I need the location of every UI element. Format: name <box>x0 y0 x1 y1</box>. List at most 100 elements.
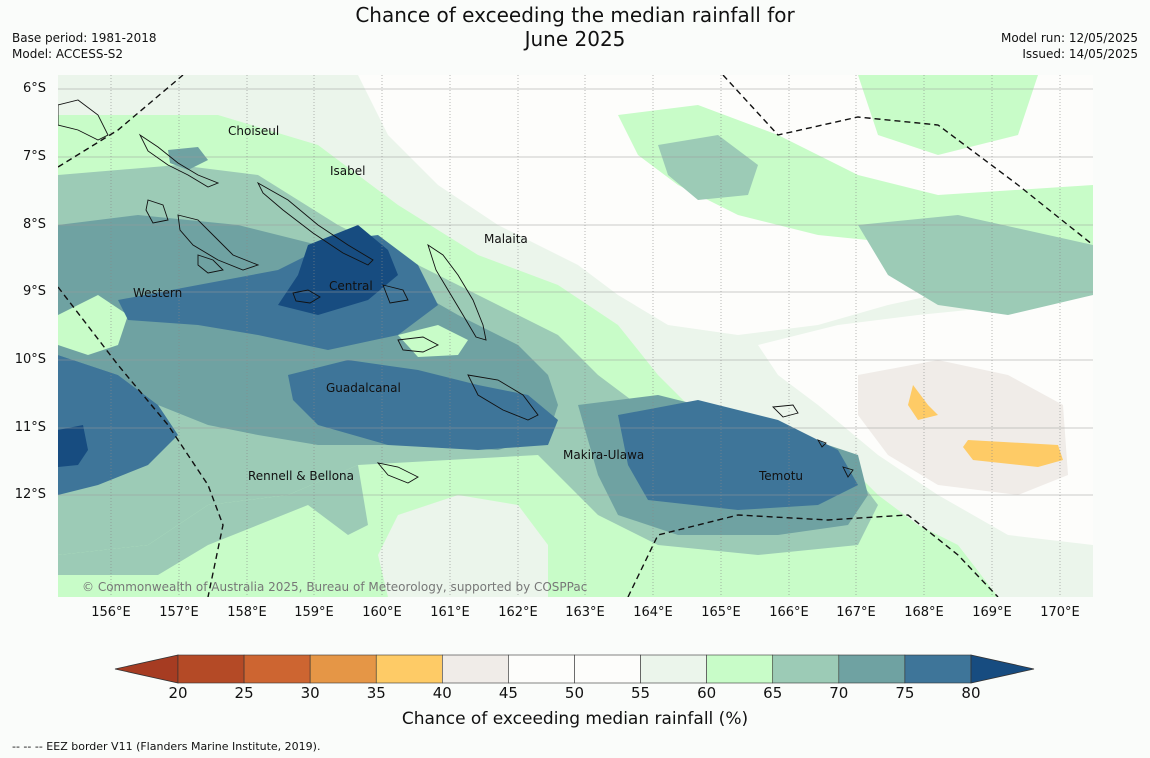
zone-65-east <box>858 215 1093 315</box>
lon-label-160e: 160°E <box>362 605 402 620</box>
colorbar-cell <box>640 654 707 684</box>
colorbar-cell <box>508 654 575 684</box>
region-label-malaita: Malaita <box>484 232 528 246</box>
lon-label-156e: 156°E <box>91 605 131 620</box>
island-western-1 <box>145 199 169 224</box>
colorbar-title: Chance of exceeding median rainfall (%) <box>401 709 749 729</box>
colorbar-tick-label: 20 <box>168 684 188 702</box>
island-temotu-2 <box>842 466 854 478</box>
colorbar-tick-label: 45 <box>498 684 518 702</box>
lat-label-9s: 9°S <box>22 284 46 299</box>
island-rennell <box>376 462 419 484</box>
region-label-temotu: Temotu <box>759 469 804 483</box>
colorbar-tick-label: 75 <box>895 684 915 702</box>
island-temotu-3 <box>816 439 827 448</box>
base-period: Base period: 1981-2018 <box>12 31 157 45</box>
colorbar-cell <box>243 654 311 684</box>
colorbar-tick-label: 80 <box>961 684 981 702</box>
model-run-date: Model run: 12/05/2025 <box>1000 31 1138 45</box>
lon-label-161e: 161°E <box>430 605 470 620</box>
zone-50-north <box>98 75 1093 335</box>
lon-label-169e: 169°E <box>972 605 1012 620</box>
island-isabel <box>256 181 374 266</box>
lon-label-165e: 165°E <box>701 605 741 620</box>
colorbar-tick-label: 70 <box>829 684 849 702</box>
colorbar-cell <box>375 654 443 684</box>
zone-55-south <box>378 495 548 597</box>
region-label-makira-ulawa: Makira-Ulawa <box>563 448 645 462</box>
zone-60-north <box>858 75 1038 155</box>
zone-35-patch-2 <box>963 440 1063 467</box>
region-label-western: Western <box>133 286 183 300</box>
island-malaita <box>427 243 487 341</box>
island-outlines <box>58 99 854 484</box>
eez-border-legend: -- -- -- EEZ border V11 (Flanders Marine… <box>12 740 321 753</box>
lon-label-170e: 170°E <box>1040 605 1080 620</box>
lon-label-157e: 157°E <box>159 605 199 620</box>
zone-35-patch-1 <box>908 385 938 420</box>
colorbar-cell <box>442 654 509 684</box>
zone-75-makira <box>618 400 858 510</box>
model-info: Base period: 1981-2018 Model: ACCESS-S2 <box>12 30 157 62</box>
lat-label-10s: 10°S <box>14 352 46 367</box>
colorbar-tick-label: 30 <box>300 684 320 702</box>
colorbar-tick-label: 65 <box>763 684 783 702</box>
model-name: Model: ACCESS-S2 <box>12 47 124 61</box>
colorbar-tick-label: 60 <box>697 684 717 702</box>
lon-label-167e: 167°E <box>836 605 876 620</box>
island-florida <box>382 284 409 304</box>
rainfall-map <box>58 75 1093 597</box>
colorbar-tick-label: 50 <box>564 684 585 702</box>
longitude-gridlines <box>110 75 1061 597</box>
lat-label-7s: 7°S <box>22 149 46 164</box>
zone-80-central <box>278 225 398 315</box>
region-label-choiseul: Choiseul <box>228 124 280 138</box>
colorbar-tick-label: 55 <box>631 684 651 702</box>
zone-65-south <box>58 465 368 575</box>
lat-label-8s: 8°S <box>22 217 46 232</box>
issue-info: Model run: 12/05/2025 Issued: 14/05/2025 <box>1001 30 1138 62</box>
lon-label-163e: 163°E <box>565 605 605 620</box>
zone-60-west-patch <box>58 295 128 355</box>
colorbar-cell <box>177 654 245 684</box>
lon-label-159e: 159°E <box>294 605 334 620</box>
colorbar-cell <box>904 654 972 684</box>
colorbar-tick-label: 35 <box>366 684 386 702</box>
lon-label-168e: 168°E <box>904 605 944 620</box>
island-choiseul <box>138 133 220 188</box>
map-svg <box>58 75 1093 597</box>
island-western-3 <box>197 254 224 274</box>
region-label-isabel: Isabel <box>330 164 366 178</box>
lat-label-11s: 11°S <box>14 420 46 435</box>
colorbar-tick-label: 40 <box>432 684 452 702</box>
zone-75-west <box>58 355 178 495</box>
colorbar-cell <box>772 654 840 684</box>
colorbar-cells <box>177 654 972 684</box>
island-temotu-1 <box>772 404 799 418</box>
zone-60-guadalcanal-patch <box>398 325 468 357</box>
eez-borders <box>58 75 1093 597</box>
island-western-2 <box>177 214 260 271</box>
zone-75-guadalcanal <box>288 360 558 450</box>
map-title: Chance of exceeding the median rainfall … <box>0 3 1150 51</box>
lon-label-166e: 166°E <box>769 605 809 620</box>
colorbar-tick-label: 25 <box>234 684 254 702</box>
colorbar-cell <box>838 654 906 684</box>
zone-60-northeast <box>618 105 1093 255</box>
copyright-notice: © Commonwealth of Australia 2025, Bureau… <box>82 580 588 594</box>
island-central <box>292 289 321 304</box>
colorbar-low-arrow <box>114 654 179 684</box>
lon-label-164e: 164°E <box>633 605 673 620</box>
latitude-gridlines <box>58 88 1093 496</box>
title-line-1: Chance of exceeding the median rainfall … <box>355 3 795 27</box>
region-label-guadalcanal: Guadalcanal <box>326 381 401 395</box>
colorbar-cell <box>574 654 641 684</box>
lon-label-162e: 162°E <box>498 605 538 620</box>
lon-label-158e: 158°E <box>227 605 267 620</box>
lat-label-12s: 12°S <box>14 487 46 502</box>
island-guadalcanal <box>467 374 539 421</box>
zone-65-patch-north <box>658 135 758 200</box>
colorbar-high-arrow <box>970 654 1035 684</box>
lat-label-6s: 6°S <box>22 81 46 96</box>
colorbar-cell <box>309 654 377 684</box>
